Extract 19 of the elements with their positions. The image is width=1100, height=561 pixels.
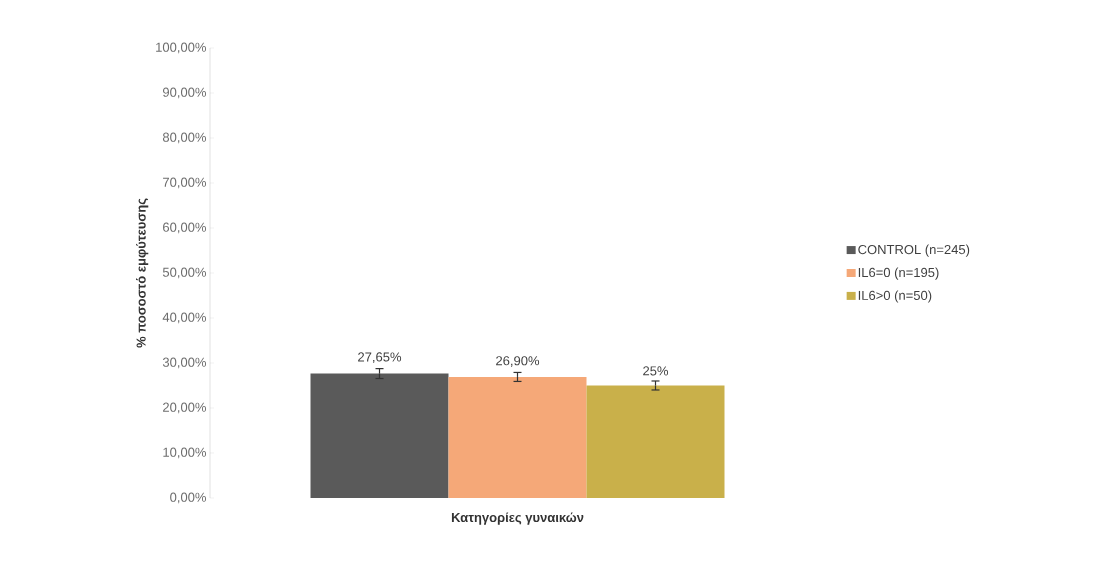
data-label: 25% xyxy=(643,366,669,376)
y-tick-label: 90,00% xyxy=(163,87,207,99)
y-tick-label: 100,00% xyxy=(156,42,207,54)
y-axis-title: % ποσοστό εμφύτευσης xyxy=(136,198,149,348)
y-tick-label: 60,00% xyxy=(163,222,207,234)
y-tick-label: 20,00% xyxy=(163,402,207,414)
y-tick-label: 40,00% xyxy=(162,312,207,324)
legend-label: IL6=0 (n=195) xyxy=(858,267,939,280)
legend-label: CONTROL (n=245) xyxy=(858,244,970,257)
y-tick-label: 10,00% xyxy=(163,447,207,459)
data-label: 26,90% xyxy=(496,356,540,367)
y-tick-label: 80,00% xyxy=(162,132,207,144)
legend-label: IL6>0 (n=50) xyxy=(858,290,932,303)
x-axis-title: Κατηγορίες γυναικών xyxy=(451,512,584,525)
y-tick-label: 30,00% xyxy=(162,357,207,369)
y-tick-label: 50,00% xyxy=(162,267,207,279)
y-tick-label: 70,00% xyxy=(163,177,207,189)
y-tick-label: 0,00% xyxy=(170,492,207,504)
data-label: 27,65% xyxy=(358,352,402,364)
